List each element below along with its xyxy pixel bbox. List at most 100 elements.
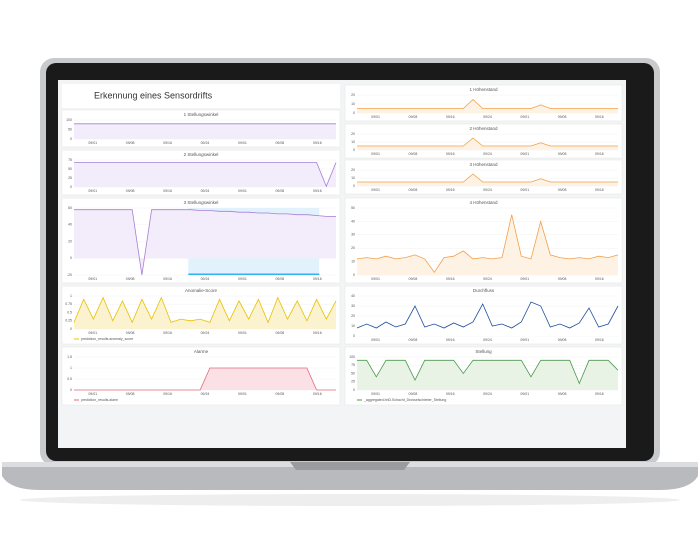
- x-tick-label: 09/16: [446, 188, 455, 192]
- y-tick-label: 50: [68, 167, 72, 171]
- x-tick-label: 09/08: [558, 188, 567, 192]
- series-line: [357, 98, 618, 109]
- x-tick-label: 09/16: [313, 331, 322, 335]
- y-tick-label: -20: [67, 273, 72, 277]
- dashboard-title: Erkennung eines Sensordrifts: [94, 90, 213, 100]
- panel-title: 3 Höhenstand: [469, 162, 498, 167]
- y-tick-label: 0.25: [65, 319, 72, 323]
- x-tick-label: 09/01: [238, 392, 247, 396]
- y-tick-label: 0: [70, 185, 72, 189]
- x-tick-label: 09/08: [126, 141, 135, 145]
- y-tick-label: 0: [70, 256, 72, 260]
- y-tick-label: 25: [68, 176, 72, 180]
- x-tick-label: 09/24: [201, 141, 210, 145]
- y-tick-label: 0: [70, 327, 72, 331]
- area-fill: [74, 162, 336, 187]
- legend-label: prediction_results.anomaly_score: [81, 337, 133, 341]
- y-tick-label: 1: [70, 366, 72, 370]
- x-tick-label: 09/08: [126, 277, 135, 281]
- x-tick-label: 09/01: [88, 392, 97, 396]
- panel-title: 2 Höhenstand: [469, 126, 498, 131]
- x-tick-label: 09/16: [446, 338, 455, 342]
- y-tick-label: 0: [70, 137, 72, 141]
- series-line: [74, 367, 336, 391]
- y-tick-label: 25: [351, 380, 355, 384]
- laptop-base: [2, 462, 698, 490]
- x-tick-label: 09/01: [238, 331, 247, 335]
- x-tick-label: 09/01: [88, 331, 97, 335]
- series-line: [357, 173, 618, 183]
- area-fill: [74, 123, 336, 139]
- y-tick-label: 40: [351, 294, 355, 298]
- x-tick-label: 09/08: [275, 189, 284, 193]
- x-tick-label: 09/01: [371, 115, 380, 119]
- x-tick-label: 09/08: [558, 338, 567, 342]
- y-tick-label: 100: [349, 355, 355, 359]
- x-tick-label: 09/16: [446, 152, 455, 156]
- y-tick-label: 0.75: [65, 302, 72, 306]
- panel: [344, 84, 623, 122]
- x-tick-label: 09/01: [371, 152, 380, 156]
- y-tick-label: 40: [351, 219, 355, 223]
- x-tick-label: 09/01: [88, 189, 97, 193]
- y-tick-label: 0: [353, 111, 355, 115]
- x-tick-label: 09/01: [520, 277, 529, 281]
- x-tick-label: 09/16: [163, 331, 172, 335]
- x-tick-label: 09/16: [595, 152, 604, 156]
- x-tick-label: 09/16: [163, 141, 172, 145]
- x-tick-label: 09/08: [126, 331, 135, 335]
- panel-title: Stellung: [475, 349, 492, 354]
- x-tick-label: 09/24: [483, 277, 492, 281]
- x-tick-label: 09/24: [201, 331, 210, 335]
- x-tick-label: 09/01: [88, 141, 97, 145]
- panel: [344, 123, 623, 159]
- y-tick-label: 0: [353, 184, 355, 188]
- y-tick-label: 100: [66, 118, 72, 122]
- panel-title: 4 Höhenstand: [469, 200, 498, 205]
- y-tick-label: 50: [351, 371, 355, 375]
- series-line: [357, 137, 618, 147]
- x-tick-label: 09/16: [446, 392, 455, 396]
- x-tick-label: 09/24: [483, 188, 492, 192]
- x-tick-label: 09/16: [313, 392, 322, 396]
- series-line: [356, 301, 619, 329]
- series-line: [74, 209, 336, 276]
- y-tick-label: 10: [351, 140, 355, 144]
- panel-title: 3 Stellungswinkel: [184, 200, 219, 205]
- y-tick-label: 10: [351, 176, 355, 180]
- x-tick-label: 09/08: [409, 188, 418, 192]
- area-fill: [357, 138, 618, 150]
- x-tick-label: 09/08: [558, 277, 567, 281]
- panel-title: 1 Stellungswinkel: [184, 112, 219, 117]
- y-tick-label: 50: [351, 206, 355, 210]
- x-tick-label: 09/24: [483, 115, 492, 119]
- y-tick-label: 20: [351, 132, 355, 136]
- y-tick-label: 0: [353, 388, 355, 392]
- x-tick-label: 09/16: [163, 392, 172, 396]
- area-fill: [357, 174, 618, 186]
- panel: [344, 159, 623, 195]
- legend-label: prediction_results.alarm: [81, 398, 118, 402]
- annotation-bar: [188, 273, 320, 275]
- x-tick-label: 09/01: [238, 277, 247, 281]
- area-fill: [357, 360, 618, 390]
- y-tick-label: 50: [68, 127, 72, 131]
- x-tick-label: 09/01: [371, 338, 380, 342]
- y-tick-label: 75: [351, 363, 355, 367]
- legend-label: _aggregated.bhD.Schacht_Drosselschieber_…: [363, 398, 446, 402]
- x-tick-label: 09/16: [313, 141, 322, 145]
- x-tick-label: 09/01: [371, 188, 380, 192]
- x-tick-label: 09/16: [446, 115, 455, 119]
- x-tick-label: 09/16: [595, 277, 604, 281]
- x-tick-label: 09/24: [483, 152, 492, 156]
- y-tick-label: 1: [70, 294, 72, 298]
- x-tick-label: 09/08: [558, 392, 567, 396]
- y-tick-label: 0.5: [67, 377, 72, 381]
- x-tick-label: 09/16: [595, 392, 604, 396]
- x-tick-label: 09/08: [409, 277, 418, 281]
- area-fill: [357, 302, 618, 336]
- x-tick-label: 09/01: [520, 392, 529, 396]
- x-tick-label: 09/08: [409, 392, 418, 396]
